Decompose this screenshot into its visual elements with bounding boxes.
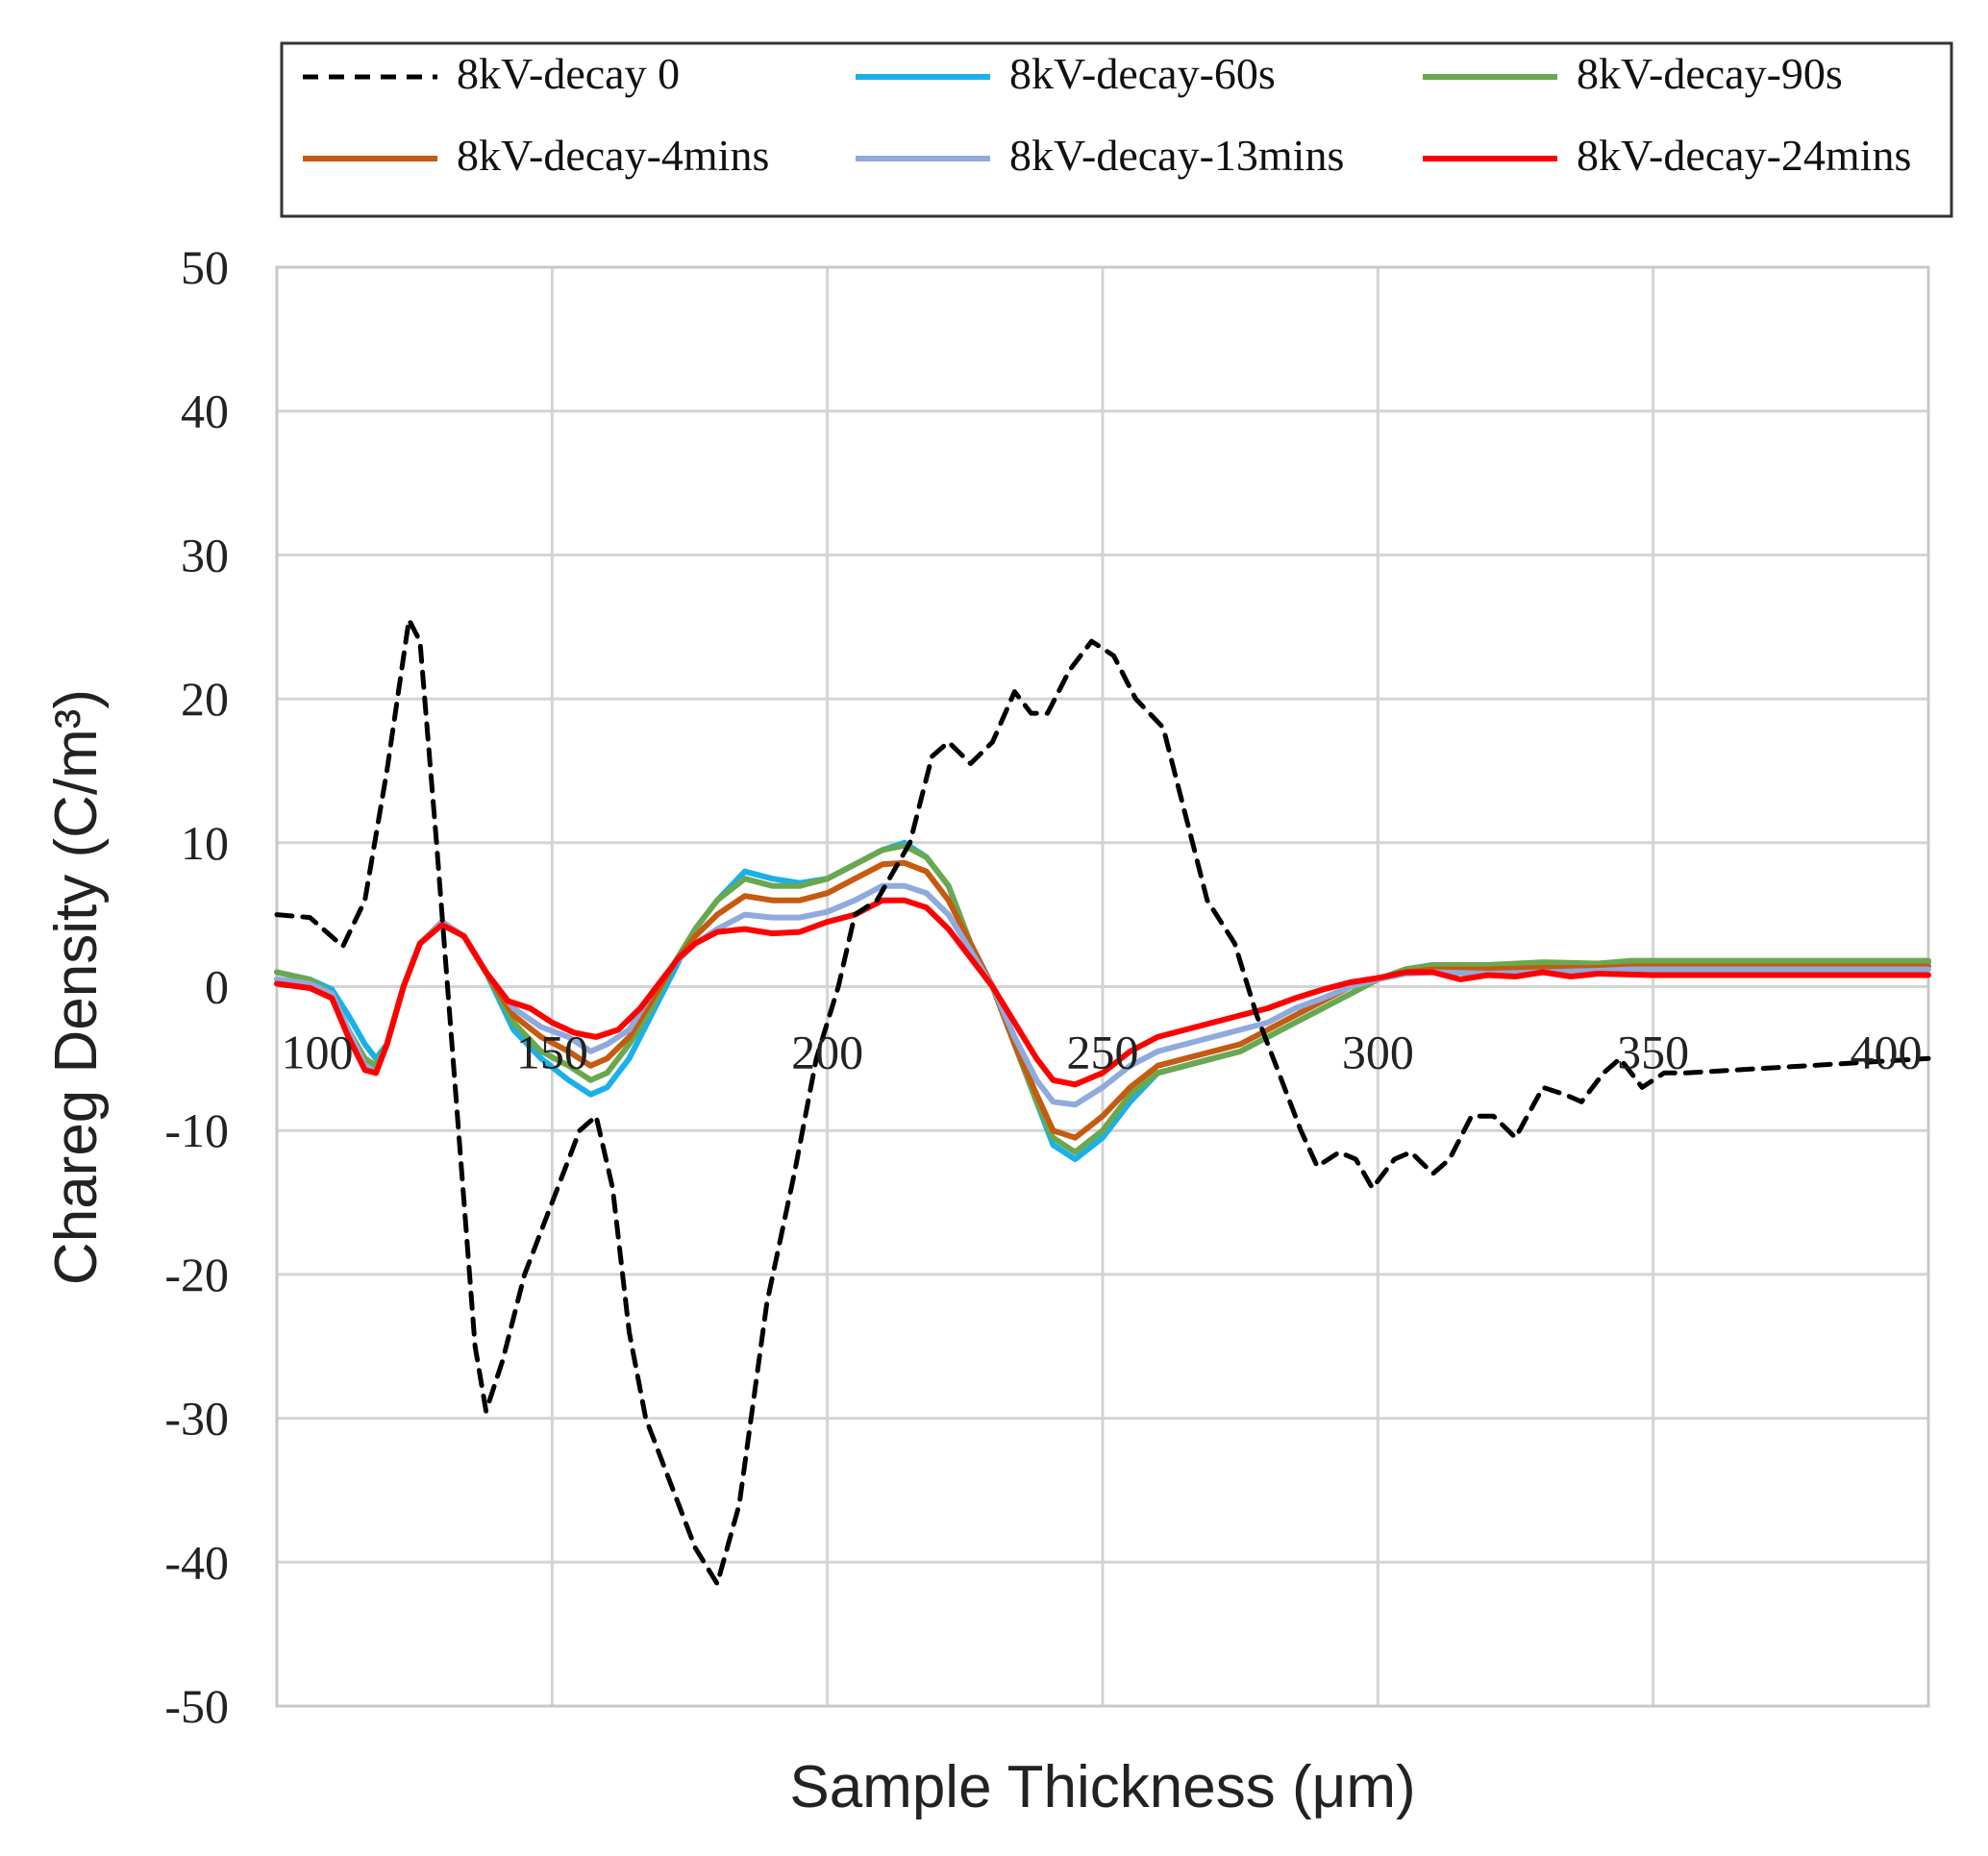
y-tick-label: 40	[181, 384, 229, 438]
series-line-8kv-decay-24mins	[274, 897, 1931, 1088]
y-tick-label: 30	[181, 528, 229, 582]
y-tick-label: -10	[164, 1103, 229, 1157]
tick-labels: -50 -40 -30 -20 -10 0 10 20 30 40 50 100 150 200 250 30…	[164, 240, 1922, 1733]
y-tick-label: 10	[181, 816, 229, 870]
series-line-8kv-decay-0	[274, 617, 1931, 1587]
y-tick-label: -40	[164, 1535, 229, 1589]
x-tick-label: 300	[1342, 1026, 1414, 1079]
x-tick-label: 100	[282, 1026, 354, 1079]
legend-label: 8kV-decay-90s	[1577, 49, 1843, 98]
legend-label: 8kV-decay-13mins	[1009, 131, 1344, 180]
legend-box	[280, 41, 1953, 218]
x-tick-label: 200	[791, 1026, 863, 1079]
y-tick-label: 0	[205, 960, 229, 1014]
legend-label: 8kV-decay-60s	[1009, 49, 1276, 98]
x-tick-label: 150	[516, 1026, 588, 1079]
y-tick-label: 20	[181, 672, 229, 726]
x-axis-title: Sample Thickness (μm)	[789, 1754, 1415, 1820]
legend: 8kV-decay 0 8kV-decay-60s 8kV-decay-90s 8kV…	[280, 41, 1953, 218]
y-tick-label: -20	[164, 1248, 229, 1301]
y-tick-label: -30	[164, 1392, 229, 1446]
x-tick-label: 250	[1067, 1026, 1139, 1079]
legend-label: 8kV-decay-4mins	[457, 131, 769, 180]
y-tick-label: -50	[164, 1679, 229, 1733]
x-tick-label: 400	[1851, 1026, 1923, 1079]
x-tick-label: 350	[1617, 1026, 1689, 1079]
y-axis-title: Chareg Density (C/m³)	[43, 689, 110, 1285]
legend-label: 8kV-decay-24mins	[1577, 131, 1911, 180]
legend-label: 8kV-decay 0	[457, 49, 680, 98]
data-series	[274, 617, 1931, 1587]
y-tick-label: 50	[181, 240, 229, 294]
